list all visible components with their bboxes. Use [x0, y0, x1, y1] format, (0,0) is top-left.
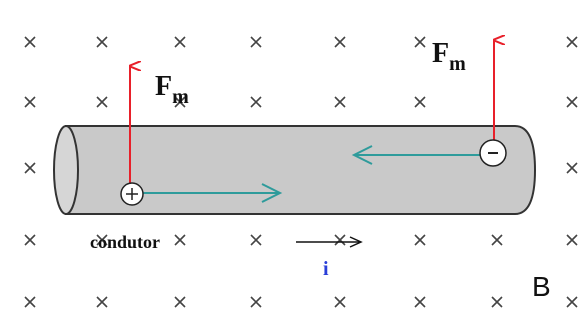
field-cross [251, 97, 261, 107]
field-cross [335, 37, 345, 47]
field-cross [25, 97, 35, 107]
field-cross [335, 97, 345, 107]
field-cross [415, 37, 425, 47]
field-cross [335, 235, 345, 245]
field-cross [97, 37, 107, 47]
force-subscript: m [449, 53, 466, 75]
field-cross [97, 297, 107, 307]
force-label-left: Fm [155, 71, 189, 108]
field-cross [25, 235, 35, 245]
field-cross [567, 235, 577, 245]
force-symbol: F [432, 38, 449, 69]
current-arrow [296, 237, 361, 247]
field-cross [175, 37, 185, 47]
field-cross [567, 37, 577, 47]
cylinder-end [54, 126, 78, 214]
field-cross [25, 37, 35, 47]
field-cross [175, 235, 185, 245]
force-label-right: Fm [432, 38, 466, 75]
field-cross [567, 297, 577, 307]
field-cross [175, 297, 185, 307]
force-subscript: m [172, 86, 189, 108]
conductor-label: condutor [90, 232, 160, 252]
field-label: B [532, 271, 551, 302]
field-cross [415, 297, 425, 307]
field-cross [335, 297, 345, 307]
field-cross [251, 37, 261, 47]
positive-charge [121, 183, 143, 205]
current-label: i [323, 258, 329, 280]
field-cross [25, 163, 35, 173]
field-cross [25, 297, 35, 307]
field-cross [567, 97, 577, 107]
field-cross [492, 235, 502, 245]
field-cross [251, 235, 261, 245]
force-symbol: F [155, 71, 172, 102]
field-cross [567, 163, 577, 173]
field-cross [415, 235, 425, 245]
field-cross [492, 297, 502, 307]
negative-charge [480, 140, 506, 166]
field-cross [251, 297, 261, 307]
field-cross [97, 97, 107, 107]
diagram: Fm Fm condutor i B [0, 0, 585, 320]
field-cross [415, 97, 425, 107]
